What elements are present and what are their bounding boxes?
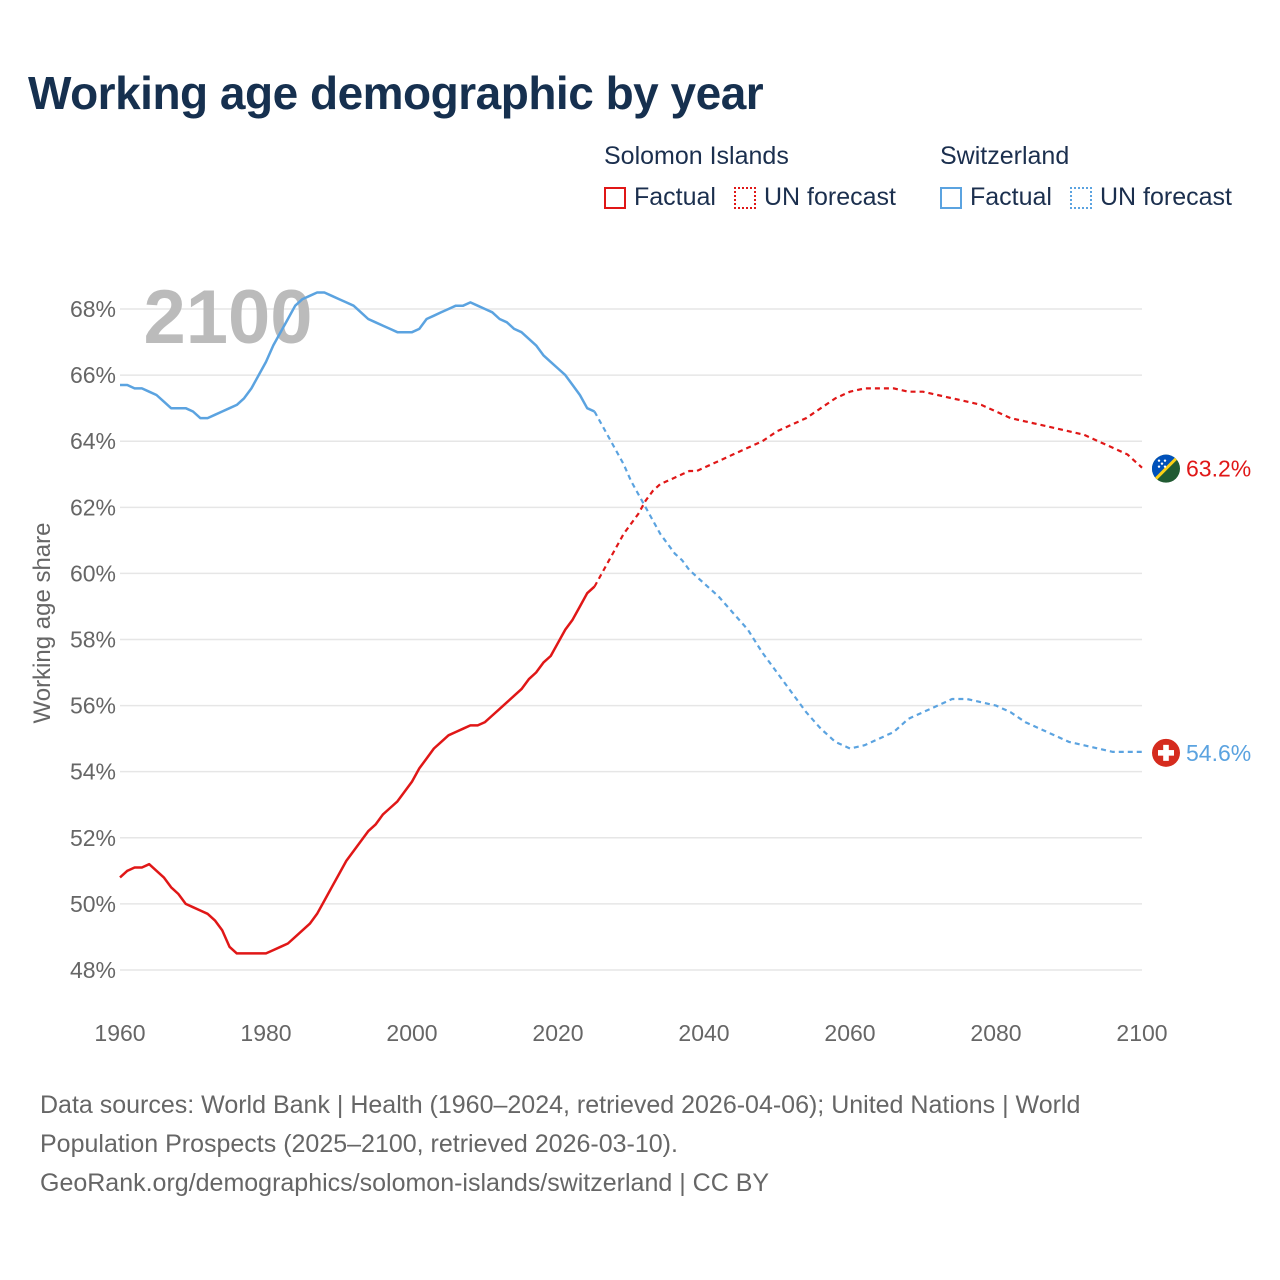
legend-solomon-islands-forecast[interactable]: UN forecast [733, 183, 896, 212]
solomon-islands-end-label: 63.2% [1186, 456, 1251, 482]
y-tick-58: 58% [70, 627, 116, 653]
y-tick-50: 50% [70, 891, 116, 917]
x-tick-2000: 2000 [386, 1020, 437, 1046]
legend-solomon-forecast-label: UN forecast [763, 183, 896, 211]
legend-switzerland-factual-label: Factual [970, 183, 1052, 211]
legend-switzerland: Switzerland Factual UN forecast [940, 142, 1250, 212]
legend-solomon-factual-label: Factual [634, 183, 716, 211]
legend-switzerland-heading: Switzerland [940, 142, 1070, 170]
y-tick-56: 56% [70, 693, 116, 719]
x-tick-1960: 1960 [94, 1020, 145, 1046]
legend-solomon-islands-heading: Solomon Islands [604, 142, 789, 170]
legend-switzerland-factual[interactable]: Factual [940, 183, 1052, 212]
footer-sources: Data sources: World Bank | Health (1960–… [40, 1086, 1240, 1203]
legend-solomon-forecast-swatch [733, 186, 756, 209]
solomon-islands-factual-line [119, 585, 596, 955]
line-chart: 48% 50% 52% 54% 56% 58% 60% 62% 64% 66% 68% 1960 19… [29, 275, 1251, 1046]
y-tick-68: 68% [70, 296, 116, 322]
y-tick-48: 48% [70, 957, 116, 983]
y-tick-54: 54% [70, 759, 116, 785]
legend-solomon-factual-swatch [604, 186, 626, 209]
switzerland-end-label: 54.6% [1186, 740, 1251, 766]
x-tick-1980: 1980 [240, 1020, 291, 1046]
x-tick-2060: 2060 [824, 1020, 875, 1046]
x-tick-2100: 2100 [1116, 1020, 1167, 1046]
footer-line-3[interactable]: GeoRank.org/demographics/solomon-islands… [40, 1169, 770, 1197]
x-tick-2040: 2040 [678, 1020, 729, 1046]
y-tick-60: 60% [70, 560, 116, 586]
switzerland-factual-line [120, 291, 596, 420]
legend-switzerland-factual-swatch [940, 186, 962, 209]
legend-switzerland-forecast-label: UN forecast [1099, 183, 1232, 211]
solomon-islands-flag-icon [1152, 454, 1180, 483]
switzerland-forecast-line [593, 410, 1142, 754]
x-tick-2080: 2080 [970, 1020, 1021, 1046]
legend-solomon-islands: Solomon Islands Factual UN forecast [604, 142, 914, 212]
y-tick-64: 64% [70, 428, 116, 454]
y-axis-label: Working age share [29, 523, 56, 724]
footer-line-2: Population Prospects (2025–2100, retriev… [40, 1130, 678, 1158]
x-tick-2020: 2020 [532, 1020, 583, 1046]
solomon-islands-forecast-line [593, 387, 1143, 588]
legend-switzerland-forecast-swatch [1069, 186, 1092, 209]
y-tick-62: 62% [70, 494, 116, 520]
legend-solomon-islands-factual[interactable]: Factual [604, 183, 716, 212]
y-tick-52: 52% [70, 825, 116, 851]
y-tick-66: 66% [70, 362, 116, 388]
footer-line-1: Data sources: World Bank | Health (1960–… [40, 1091, 1081, 1119]
switzerland-flag-icon [1152, 738, 1180, 767]
legend-switzerland-forecast[interactable]: UN forecast [1069, 183, 1232, 212]
year-watermark: 2100 [143, 275, 312, 360]
chart-title: Working age demographic by year [28, 67, 764, 119]
